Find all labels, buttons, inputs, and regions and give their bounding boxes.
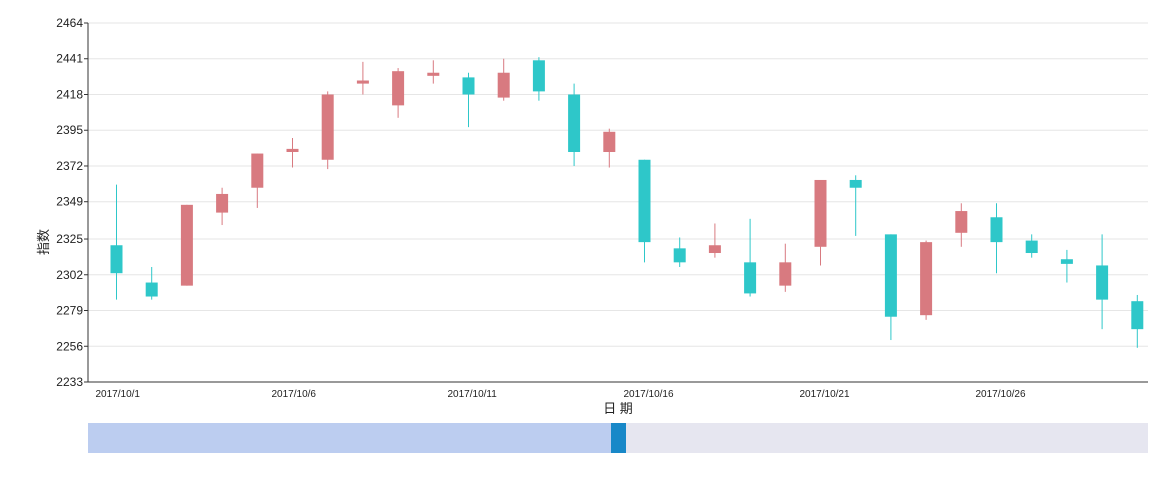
candle	[356, 61, 369, 95]
candle	[110, 184, 123, 300]
candle-body	[638, 159, 651, 243]
candle-body	[427, 72, 440, 76]
candle	[990, 203, 1003, 274]
candle	[638, 159, 651, 263]
candle-body	[497, 72, 510, 98]
x-tick-label: 2017/10/26	[976, 389, 1026, 400]
x-tick-label: 2017/10/11	[448, 389, 498, 400]
candle-body	[110, 245, 123, 274]
y-tick-label: 2418	[56, 87, 83, 101]
candle	[849, 175, 862, 236]
x-axis-ticks: 2017/10/1 2017/10/6 2017/10/11 2017/10/16 20…	[96, 389, 1026, 400]
candle-body	[920, 242, 933, 316]
candle-body	[1096, 265, 1109, 300]
grid-lines	[88, 22, 1148, 347]
candle-body	[779, 262, 792, 286]
candle-body	[145, 282, 158, 297]
y-tick-label: 2395	[56, 123, 83, 137]
candle	[216, 187, 229, 226]
y-axis-title: 指数	[36, 229, 51, 255]
y-tick-label: 2233	[56, 375, 83, 389]
candle	[286, 138, 299, 168]
candle	[884, 234, 897, 341]
candle-body	[1060, 259, 1073, 264]
candle	[1060, 249, 1073, 283]
data-zoom-slider[interactable]	[88, 423, 1148, 453]
candlestick-chart: 2233 2256 2279 2302 2325 2349 2372 2395 2418 2441…	[36, 16, 1148, 416]
candle	[1025, 234, 1038, 258]
candle-body	[884, 234, 897, 317]
candle-body	[1131, 301, 1144, 330]
candle-body	[673, 248, 686, 263]
candle	[568, 83, 581, 166]
candle	[145, 266, 158, 300]
candle	[744, 218, 757, 297]
candle-body	[814, 179, 827, 247]
y-tick-label: 2325	[56, 232, 83, 246]
candle	[920, 240, 933, 320]
candle-body	[955, 211, 968, 233]
y-tick-label: 2349	[56, 195, 83, 209]
candle	[321, 91, 334, 170]
x-tick-label: 2017/10/1	[96, 389, 141, 400]
y-axis-ticks: 2233 2256 2279 2302 2325 2349 2372 2395 2418 2441…	[56, 16, 88, 389]
candle	[462, 72, 475, 128]
candle	[673, 237, 686, 267]
candle-body	[990, 217, 1003, 243]
candle	[708, 223, 721, 258]
candle	[603, 128, 616, 168]
y-tick-label: 2279	[56, 304, 83, 318]
candle-body	[216, 193, 229, 213]
candle-body	[708, 245, 721, 254]
candle	[180, 204, 193, 286]
data-zoom-handle[interactable]	[611, 423, 626, 453]
candle-body	[849, 179, 862, 188]
x-tick-label: 2017/10/6	[272, 389, 317, 400]
candle-body	[321, 94, 334, 160]
candle	[427, 60, 440, 84]
candle	[814, 179, 827, 266]
candle-body	[251, 153, 264, 188]
candle-body	[392, 71, 405, 106]
candle-body	[603, 131, 616, 152]
candle-body	[180, 204, 193, 286]
candle	[497, 58, 510, 101]
candle-body	[286, 148, 299, 152]
candle-body	[356, 80, 369, 84]
candle	[251, 153, 264, 208]
candle	[532, 57, 545, 101]
candle	[779, 243, 792, 292]
y-tick-label: 2464	[56, 16, 83, 30]
y-tick-label: 2372	[56, 159, 83, 173]
candle	[955, 203, 968, 247]
y-tick-label: 2441	[56, 52, 83, 66]
y-tick-label: 2302	[56, 268, 83, 282]
candle-body	[744, 262, 757, 294]
candle	[392, 68, 405, 118]
data-zoom-selected-range[interactable]	[88, 423, 618, 453]
x-axis-title: 日 期	[603, 401, 633, 416]
x-tick-label: 2017/10/16	[624, 389, 674, 400]
candle	[1096, 234, 1109, 330]
candle-body	[532, 60, 545, 92]
candles	[110, 57, 1144, 348]
x-tick-label: 2017/10/21	[800, 389, 850, 400]
candle-body	[462, 77, 475, 95]
candle	[1131, 294, 1144, 348]
y-tick-label: 2256	[56, 339, 83, 353]
candle-body	[1025, 240, 1038, 254]
candle-body	[568, 94, 581, 152]
